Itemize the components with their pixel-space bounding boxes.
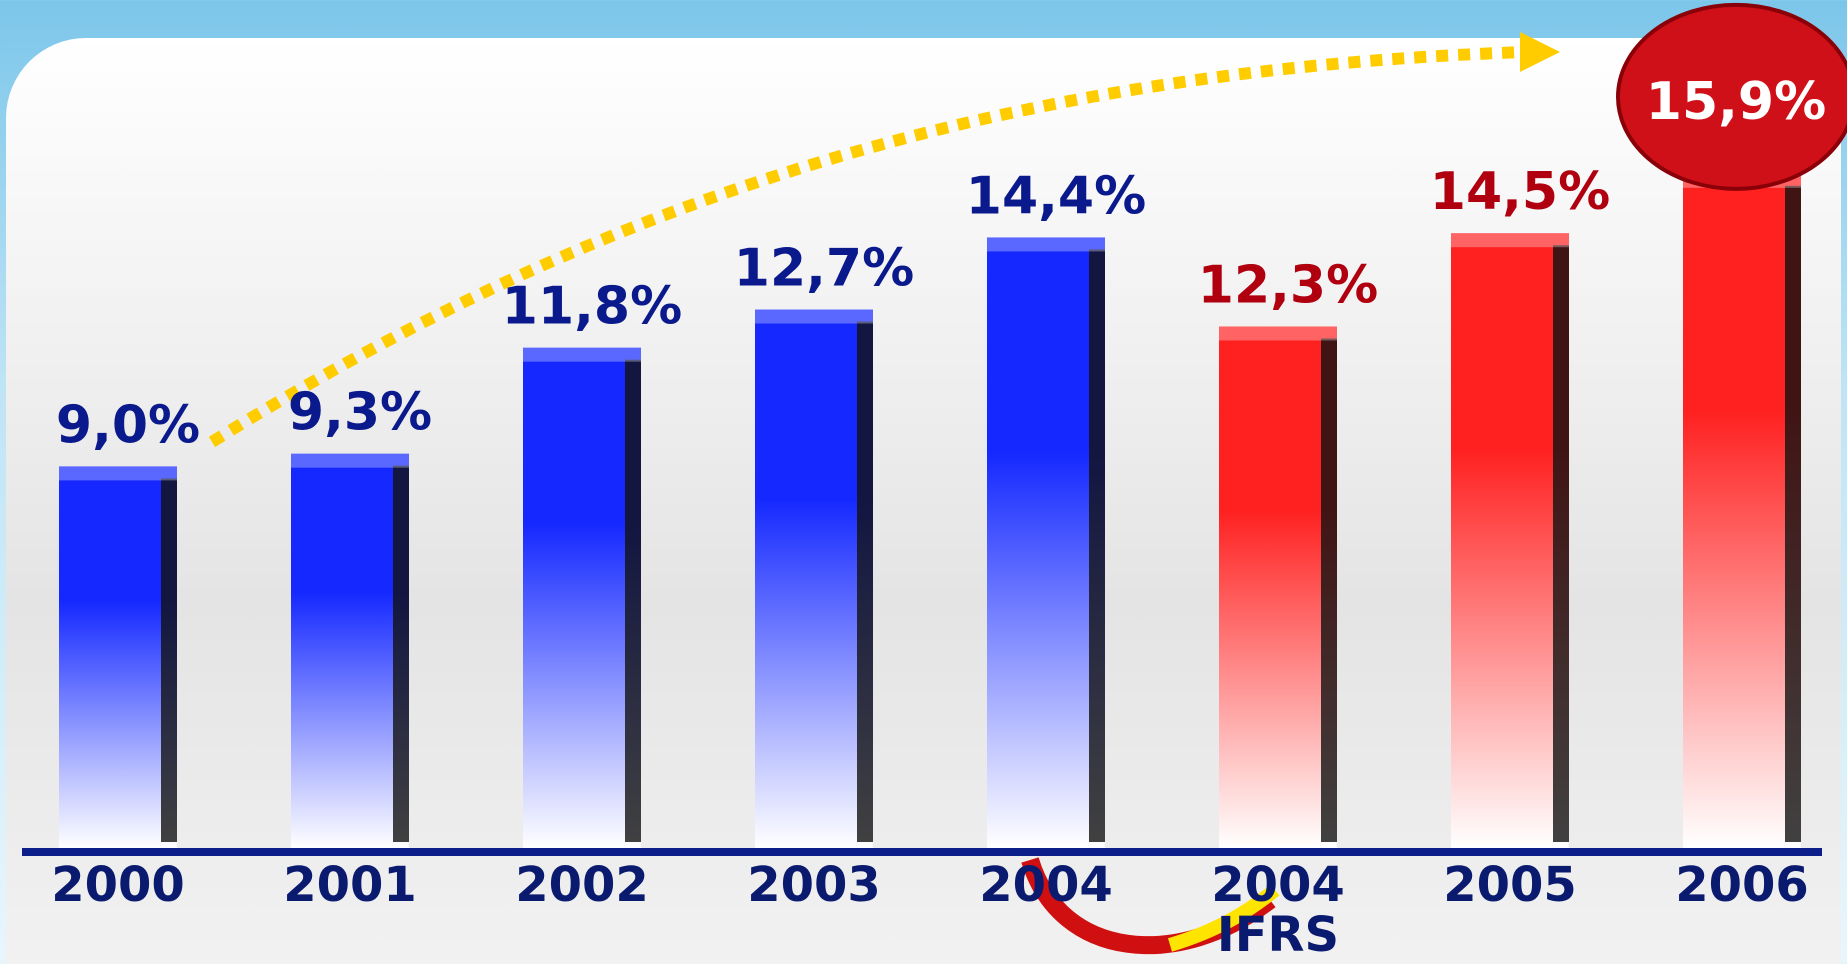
bar-top bbox=[755, 309, 873, 324]
bar bbox=[59, 466, 177, 848]
bar bbox=[523, 347, 641, 848]
x-tick-label: 2001 bbox=[283, 857, 417, 913]
bar bbox=[1683, 173, 1801, 849]
x-tick-label: 2005 bbox=[1443, 857, 1577, 913]
bar bbox=[755, 309, 873, 848]
value-label: 12,7% bbox=[734, 239, 914, 299]
value-label: 9,0% bbox=[56, 395, 200, 455]
bar-side bbox=[1553, 245, 1569, 842]
bar-top bbox=[291, 453, 409, 468]
x-axis bbox=[22, 848, 1822, 856]
bar bbox=[1219, 326, 1337, 849]
x-tick-label: 2002 bbox=[515, 857, 649, 913]
bar-side bbox=[1321, 338, 1337, 842]
bar-top bbox=[987, 237, 1105, 252]
trend-arrow bbox=[208, 46, 1526, 448]
bar bbox=[987, 237, 1105, 848]
bar-side bbox=[1089, 249, 1105, 842]
bar-top bbox=[1219, 326, 1337, 341]
bar-top bbox=[523, 347, 641, 362]
value-label: 15,9% bbox=[1646, 72, 1826, 132]
value-label: 14,4% bbox=[966, 166, 1146, 226]
x-tick-label: 2004 bbox=[979, 857, 1113, 913]
x-tick-label: 2003 bbox=[747, 857, 881, 913]
trend-arrowhead bbox=[1520, 32, 1560, 72]
bar-side bbox=[625, 359, 641, 842]
bar bbox=[291, 453, 409, 848]
bar-top bbox=[1451, 233, 1569, 248]
x-tick-label: 2004 IFRS bbox=[1211, 857, 1345, 964]
value-label: 9,3% bbox=[288, 383, 432, 443]
value-label: 14,5% bbox=[1430, 162, 1610, 222]
x-tick-label: 2006 bbox=[1675, 857, 1809, 913]
bar-side bbox=[161, 478, 177, 842]
value-label: 11,8% bbox=[502, 277, 682, 337]
bar-side bbox=[1785, 185, 1801, 843]
x-tick-label: 2000 bbox=[51, 857, 185, 913]
bar bbox=[1451, 233, 1569, 848]
ifrs-swoosh-highlight bbox=[1167, 884, 1280, 952]
highlight-ellipse bbox=[1616, 2, 1847, 191]
bar-top bbox=[59, 466, 177, 481]
bar-side bbox=[857, 321, 873, 842]
bar-side bbox=[393, 465, 409, 842]
value-label: 12,3% bbox=[1198, 255, 1378, 315]
